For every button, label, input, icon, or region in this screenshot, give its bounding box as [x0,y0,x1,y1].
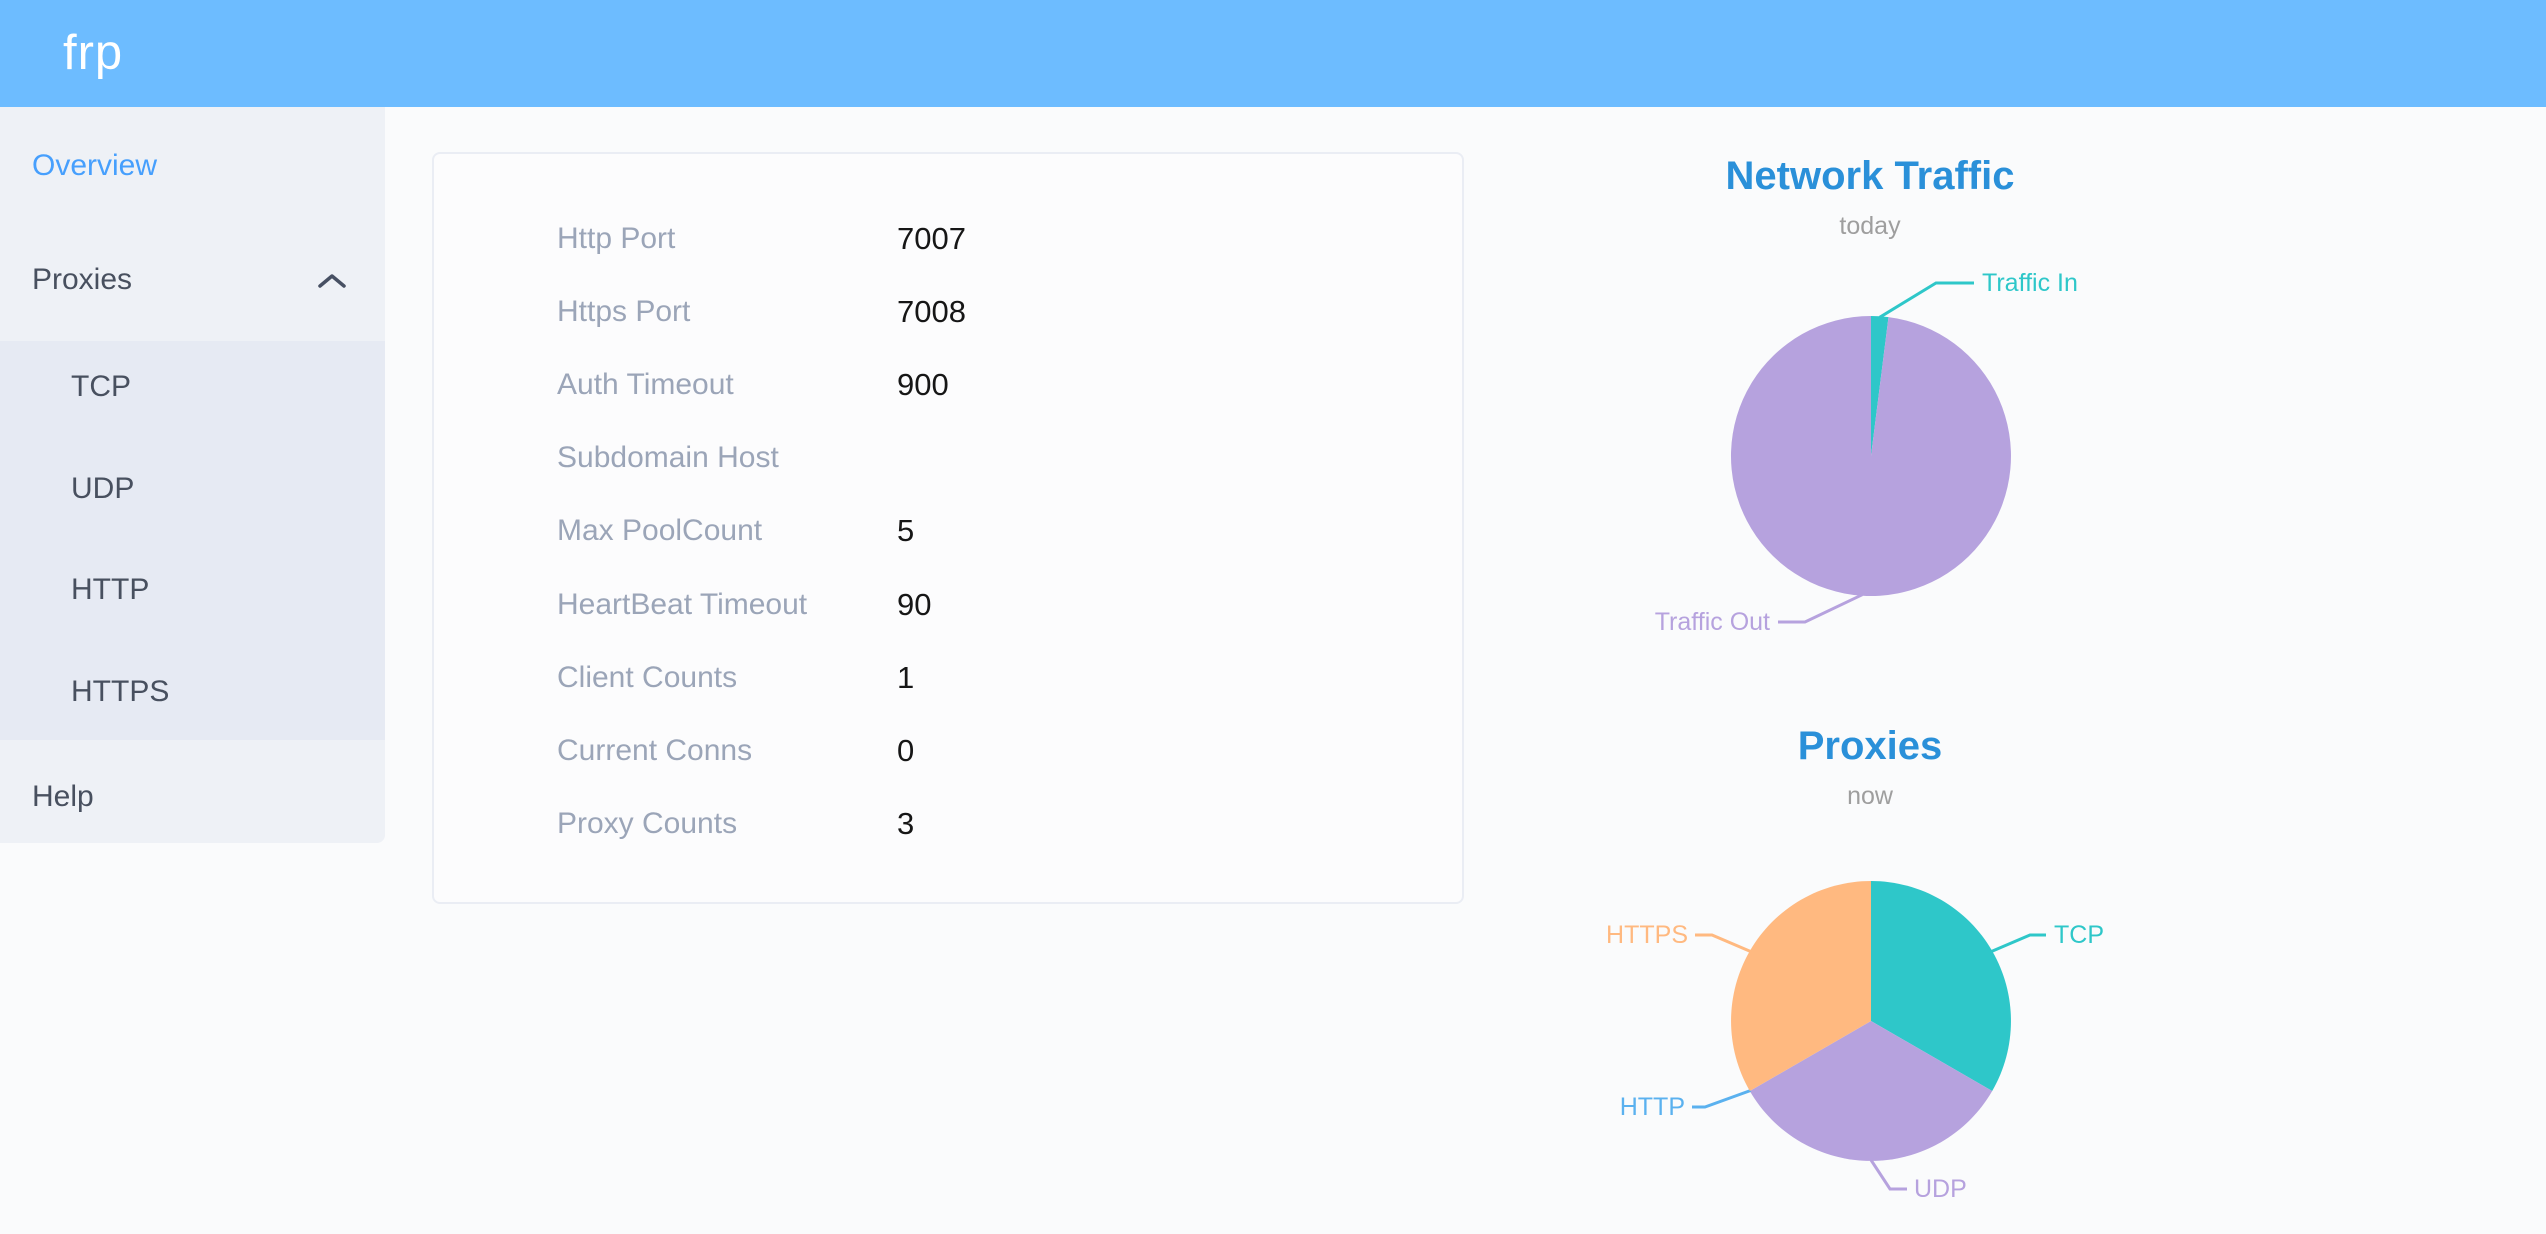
config-row-proxy-counts: Proxy Counts 3 [434,801,1462,847]
frp-logo: frp [63,26,124,80]
pie-label-https: HTTPS [1606,921,1688,949]
pie-slice-tcp[interactable] [1871,881,2011,1091]
network-traffic-pie: Traffic In Traffic Out [1655,269,2078,636]
network-traffic-chart: Network Traffic today Traffic In Traffic … [1480,140,2260,670]
config-row-heartbeat-timeout: HeartBeat Timeout 90 [434,582,1462,628]
config-row-max-poolcount: Max PoolCount 5 [434,508,1462,554]
config-label: Current Conns [557,733,753,767]
pie-label-traffic-out: Traffic Out [1655,608,1770,636]
pie-label-line-tcp [1990,933,2046,953]
config-row-client-counts: Client Counts 1 [434,655,1462,701]
pie-slice-https[interactable] [1731,881,1871,1091]
pie-label-line-traffic-in [1878,281,1974,319]
sidebar-item-http[interactable]: HTTP [71,573,150,607]
config-label: Http Port [557,222,676,255]
config-label: Proxy Counts [557,806,738,840]
config-value: 5 [897,513,915,549]
app-header: frp [0,0,2546,107]
sidebar-item-tcp[interactable]: TCP [71,370,131,403]
config-label: Https Port [557,295,691,329]
config-value: 3 [897,805,915,841]
pie-slice-udp[interactable] [1749,1021,1993,1161]
config-label: HeartBeat Timeout [557,587,808,621]
config-value: 900 [897,367,949,403]
sidebar-item-overview[interactable]: Overview [32,149,158,182]
pie-label-line-https [1695,933,1752,953]
pie-label-traffic-in: Traffic In [1982,269,2078,297]
sidebar-item-proxies-label: Proxies [32,263,133,296]
pie-label-tcp: TCP [2054,921,2104,949]
pie-slice-traffic-out[interactable] [1730,316,2011,596]
config-label: Subdomain Host [557,441,779,475]
sidebar-item-https[interactable]: HTTPS [71,675,170,709]
config-row-http-port: Http Port 7007 [434,216,1462,262]
config-value: 7008 [897,294,966,330]
network-traffic-title: Network Traffic [1725,154,2015,198]
config-label: Max PoolCount [557,514,763,548]
pie-slice-traffic-in[interactable] [1871,316,1889,456]
chevron-up-icon [318,274,346,288]
config-value: 90 [897,586,932,622]
config-row-subdomain-host: Subdomain Host [434,435,1462,481]
sidebar-item-udp[interactable]: UDP [71,471,135,505]
config-row-https-port: Https Port 7008 [434,289,1462,335]
sidebar-item-help[interactable]: Help [32,780,94,813]
config-row-auth-timeout: Auth Timeout 900 [434,362,1462,408]
sidebar: Overview Proxies TCP UDP HTTP HTTPS Help [0,107,385,843]
pie-label-http: HTTP [1620,1093,1685,1121]
server-config-panel: Http Port 7007 Https Port 7008 Auth Timeout 9… [432,152,1464,904]
config-row-current-conns: Current Conns 0 [434,728,1462,774]
pie-label-line-traffic-out [1778,593,1863,624]
proxies-pie: TCP UDP HTTP HTTPS [1606,881,2104,1203]
sidebar-item-proxies[interactable]: Proxies [0,254,385,306]
proxies-chart: Proxies now TCP UDP HTTP HTTPS [1480,710,2260,1234]
config-label: Auth Timeout [557,368,734,402]
pie-label-line-http [1692,1089,1752,1109]
pie-label-udp: UDP [1914,1175,1967,1203]
sidebar-submenu-proxies: TCP UDP HTTP HTTPS [0,341,385,740]
config-value: 7007 [897,221,966,256]
proxies-chart-subtitle: now [1847,782,1893,810]
config-value: 0 [897,732,915,768]
pie-label-line-udp [1869,1159,1907,1191]
config-label: Client Counts [557,660,738,694]
config-value: 1 [897,659,915,695]
proxies-chart-title: Proxies [1797,724,1943,768]
network-traffic-subtitle: today [1839,212,1901,240]
